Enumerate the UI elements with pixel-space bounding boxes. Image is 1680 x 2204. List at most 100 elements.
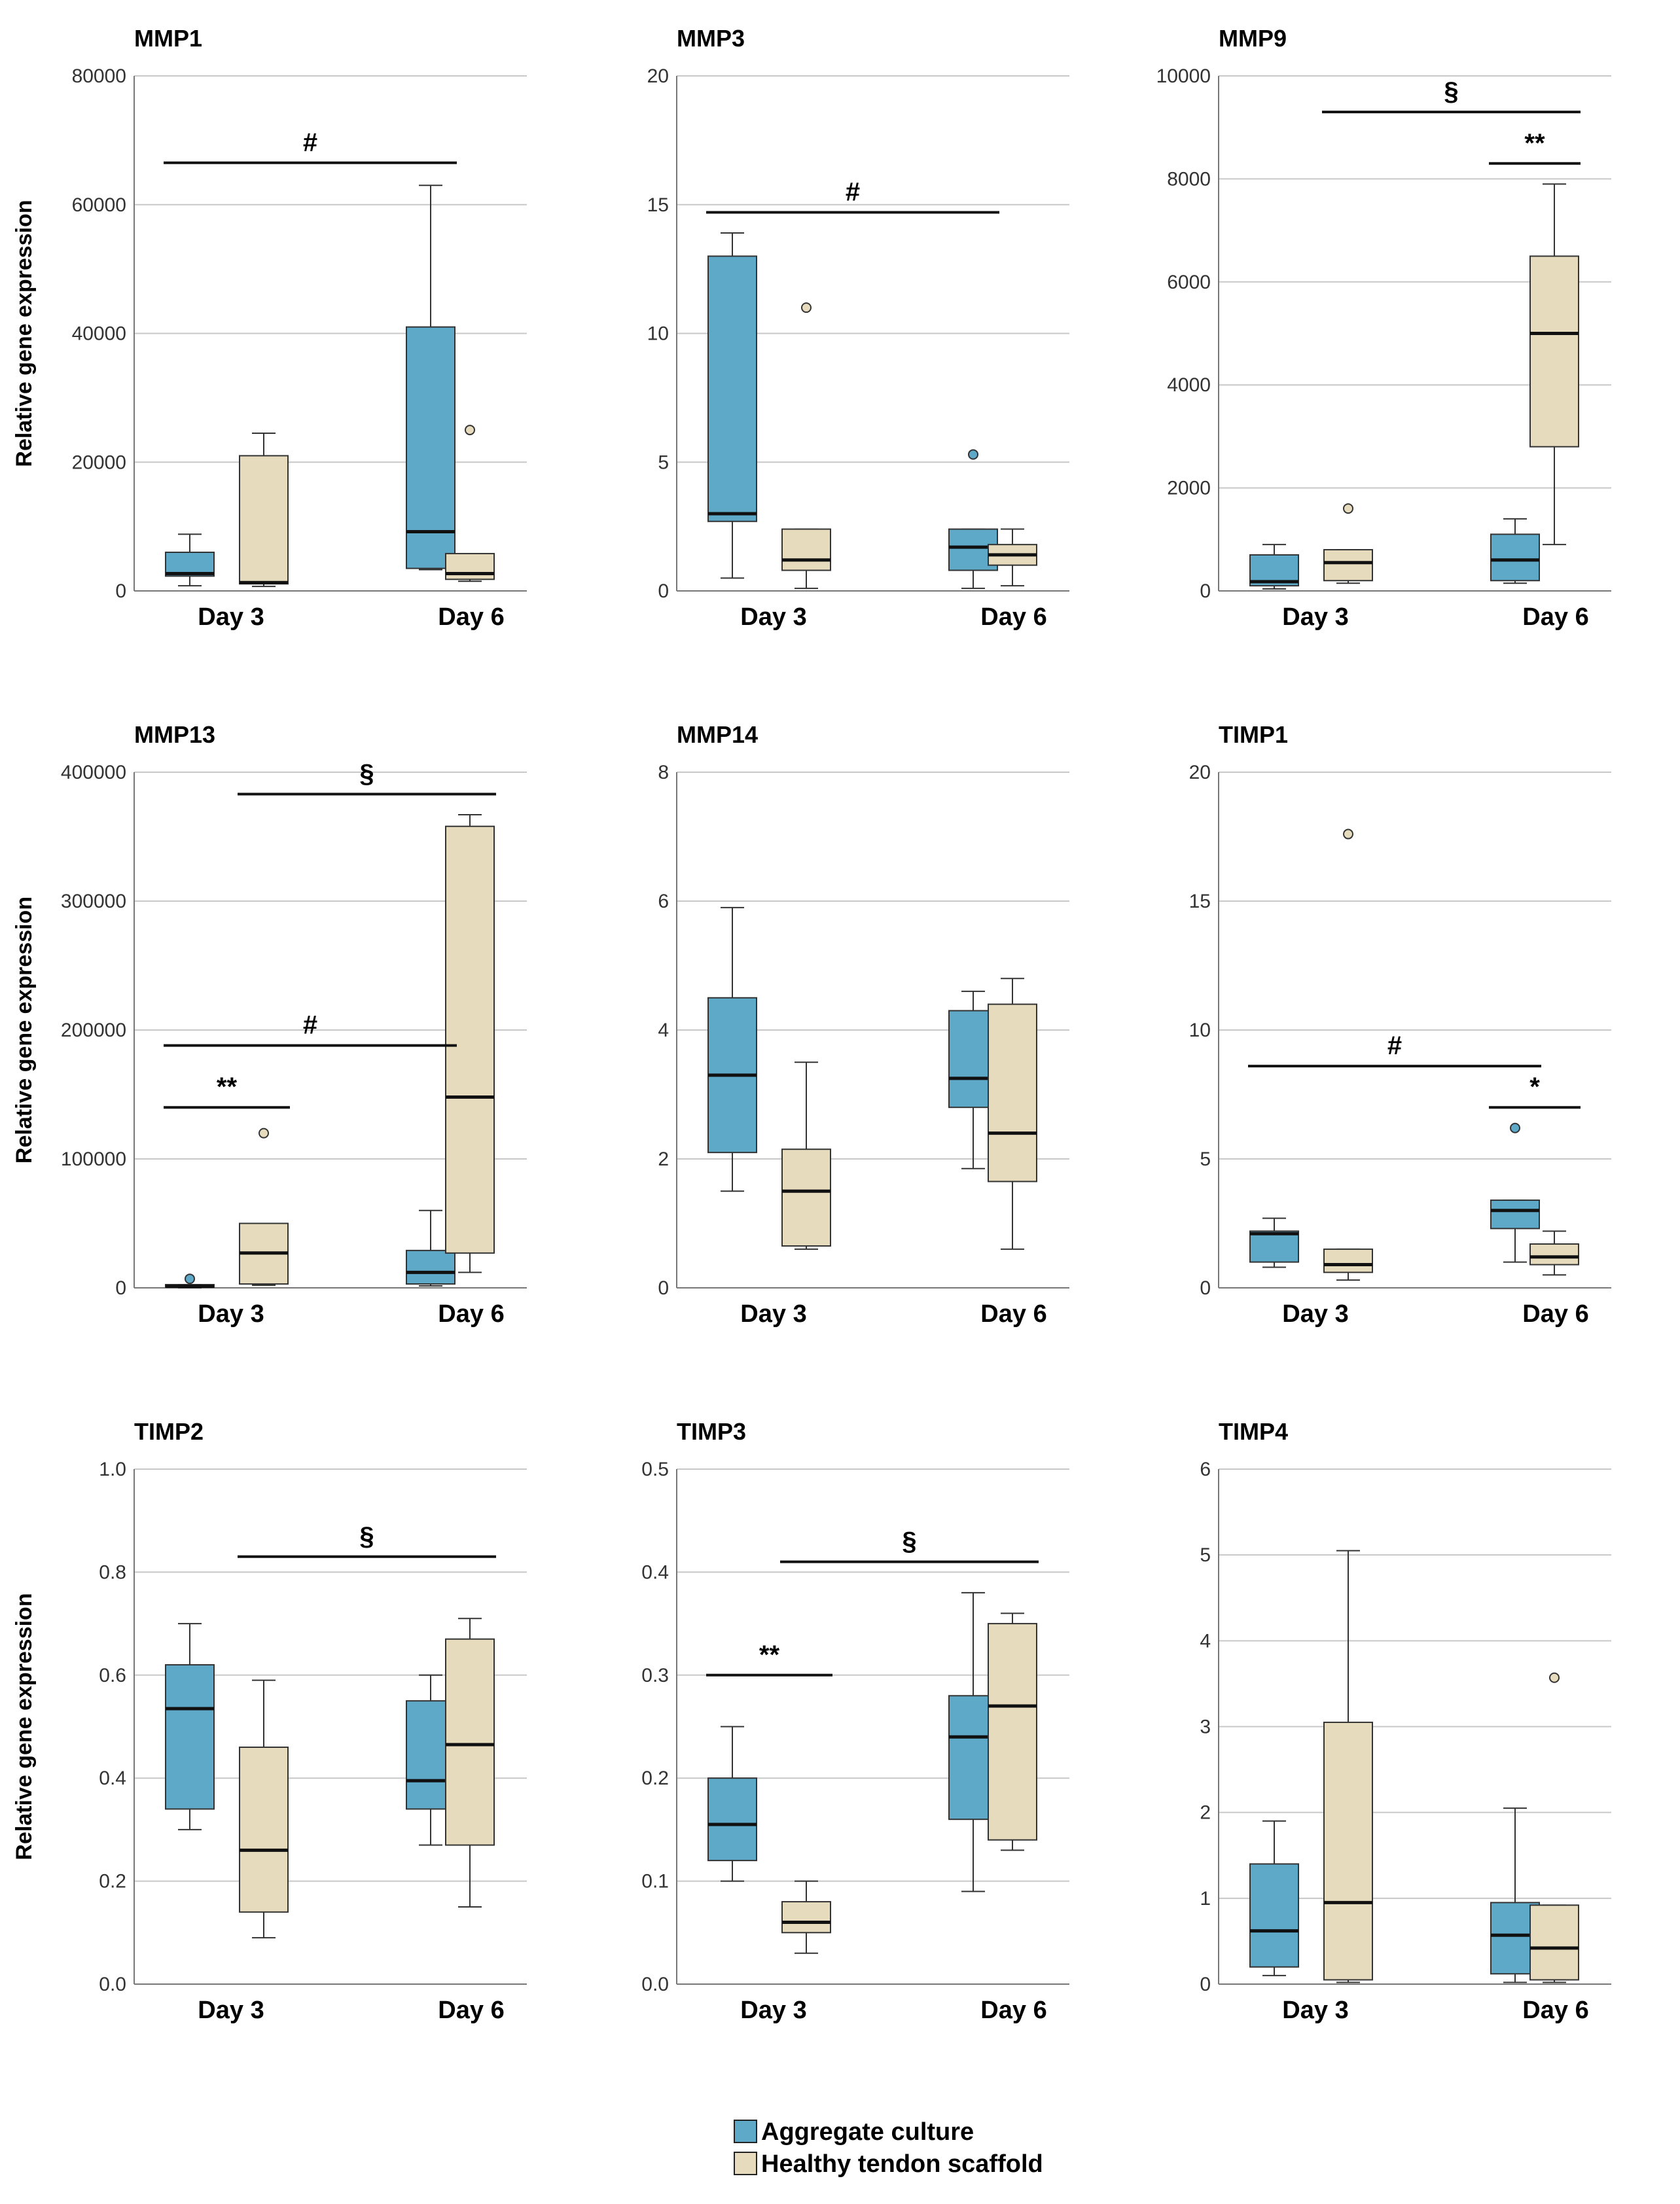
panel-title: MMP1 — [134, 25, 202, 52]
box-iqr — [988, 1003, 1037, 1182]
box-iqr — [707, 255, 757, 522]
y-tick-label: 0.8 — [99, 1561, 126, 1583]
panel-title: TIMP3 — [677, 1418, 746, 1445]
y-tick-label: 0 — [1200, 580, 1211, 602]
y-tick-label: 20 — [1189, 762, 1211, 783]
outlier-point — [1343, 828, 1353, 840]
y-tick-label: 0.0 — [641, 1974, 669, 1995]
y-tick-label: 0.3 — [641, 1665, 669, 1686]
box-iqr — [1249, 1863, 1299, 1968]
chart-panel-mmp3: 0 5 10 15 20 MMP3 Day 3 Day 6 # — [647, 25, 1069, 631]
significance-label: # — [303, 128, 317, 157]
y-axis-label: Relative gene expression — [12, 200, 37, 467]
category-label-day-3: Day 3 — [1282, 603, 1348, 631]
outlier-point — [1510, 1122, 1520, 1133]
y-axis-label: Relative gene expression — [12, 897, 37, 1164]
box-iqr — [781, 1148, 831, 1247]
y-tick-label: 5 — [1200, 1544, 1211, 1566]
chart-panel-timp1: 0 5 10 15 20 TIMP1 Day 3 Day 6 # * — [1189, 721, 1611, 1328]
box-iqr — [707, 1777, 757, 1862]
outlier-point — [1343, 503, 1353, 514]
box-day-6-aggregate-culture — [406, 185, 456, 571]
legend-label-aggregate-culture: Aggregate culture — [761, 2118, 974, 2146]
box-day-6-healthy-tendon-scaffold — [988, 528, 1037, 587]
y-tick-label: 100000 — [61, 1148, 126, 1170]
panel-title: MMP9 — [1219, 25, 1287, 52]
box-day-6-aggregate-culture — [1490, 1122, 1540, 1263]
outlier-point — [185, 1273, 195, 1285]
box-day-6-healthy-tendon-scaffold — [445, 425, 495, 582]
y-tick-label: 15 — [1189, 891, 1211, 912]
y-tick-label: 0 — [115, 580, 126, 602]
y-tick-label: 0.5 — [641, 1459, 669, 1480]
box-iqr — [1323, 1248, 1373, 1273]
y-tick-label: 5 — [658, 452, 669, 473]
outlier-point — [259, 1128, 269, 1139]
y-tick-label: 6000 — [1167, 272, 1211, 293]
panel-title: MMP13 — [134, 721, 215, 748]
box-day-3-aggregate-culture — [1249, 1820, 1299, 1976]
y-tick-label: 0 — [658, 1277, 669, 1299]
category-label-day-6: Day 6 — [438, 603, 504, 631]
y-tick-label: 15 — [647, 194, 669, 216]
chart-panel-timp4: 0 1 2 3 4 5 6 TIMP4 Day 3 Day 6 — [1200, 1418, 1611, 2024]
y-tick-label: 6 — [1200, 1459, 1211, 1480]
box-day-3-aggregate-culture — [707, 1726, 757, 1882]
y-tick-label: 0 — [115, 1277, 126, 1299]
category-label-day-3: Day 3 — [740, 1300, 806, 1328]
category-label-day-6: Day 6 — [980, 603, 1046, 631]
chart-panel-mmp1: 0 20000 40000 60000 80000 MMP1 Relative gene e… — [12, 25, 527, 631]
significance-label: ** — [217, 1073, 238, 1101]
category-label-day-6: Day 6 — [1522, 603, 1588, 631]
category-label-day-6: Day 6 — [438, 1300, 504, 1328]
box-day-6-aggregate-culture — [406, 1209, 456, 1287]
y-tick-label: 0.1 — [641, 1871, 669, 1893]
significance-label: # — [303, 1011, 317, 1040]
legend-swatch-healthy-tendon-scaffold — [734, 2152, 757, 2175]
box-iqr — [781, 528, 831, 571]
box-day-3-healthy-tendon-scaffold — [1323, 503, 1373, 584]
significance-label: § — [902, 1527, 916, 1556]
box-iqr — [1490, 1200, 1540, 1230]
category-label-day-3: Day 3 — [1282, 1997, 1348, 2024]
outlier-point — [801, 302, 812, 313]
box-day-6-healthy-tendon-scaffold — [1529, 1230, 1579, 1276]
panel-title: TIMP1 — [1219, 721, 1288, 748]
legend: Aggregate culture Healthy tendon scaffol… — [734, 2118, 1043, 2178]
y-tick-label: 300000 — [61, 891, 126, 912]
significance-label: § — [359, 759, 374, 788]
y-tick-label: 0.4 — [641, 1561, 669, 1583]
y-tick-label: 0.2 — [99, 1871, 126, 1893]
box-day-6-healthy-tendon-scaffold — [1529, 183, 1579, 546]
y-tick-label: 10 — [1189, 1020, 1211, 1041]
y-tick-label: 4 — [658, 1020, 669, 1041]
category-label-day-6: Day 6 — [980, 1997, 1046, 2024]
chart-panel-mmp14: 0 2 4 6 8 MMP14 Day 3 Day 6 — [658, 721, 1069, 1328]
legend-swatch-aggregate-culture — [734, 2120, 757, 2143]
significance-label: * — [1529, 1073, 1540, 1101]
box-day-3-aggregate-culture — [707, 906, 757, 1192]
category-label-day-3: Day 3 — [740, 603, 806, 631]
y-tick-label: 1 — [1200, 1888, 1211, 1910]
box-day-3-aggregate-culture — [1249, 1217, 1299, 1268]
y-tick-label: 0.6 — [99, 1665, 126, 1686]
box-day-3-aggregate-culture — [165, 1623, 215, 1830]
category-label-day-6: Day 6 — [1522, 1300, 1588, 1328]
box-iqr — [445, 1638, 495, 1846]
box-day-3-aggregate-culture — [707, 232, 757, 579]
y-tick-label: 4000 — [1167, 374, 1211, 396]
y-tick-label: 0 — [1200, 1277, 1211, 1299]
y-tick-label: 2 — [658, 1148, 669, 1170]
significance-label: § — [1444, 77, 1458, 106]
box-day-3-healthy-tendon-scaffold — [239, 1128, 289, 1287]
box-iqr — [781, 1901, 831, 1934]
y-tick-label: 8000 — [1167, 168, 1211, 190]
panel-title: MMP3 — [677, 25, 745, 52]
y-tick-label: 20 — [647, 65, 669, 87]
box-iqr — [1529, 1243, 1579, 1266]
significance-label: # — [1387, 1031, 1402, 1060]
significance-label: § — [359, 1522, 374, 1551]
box-day-3-aggregate-culture — [165, 533, 215, 587]
